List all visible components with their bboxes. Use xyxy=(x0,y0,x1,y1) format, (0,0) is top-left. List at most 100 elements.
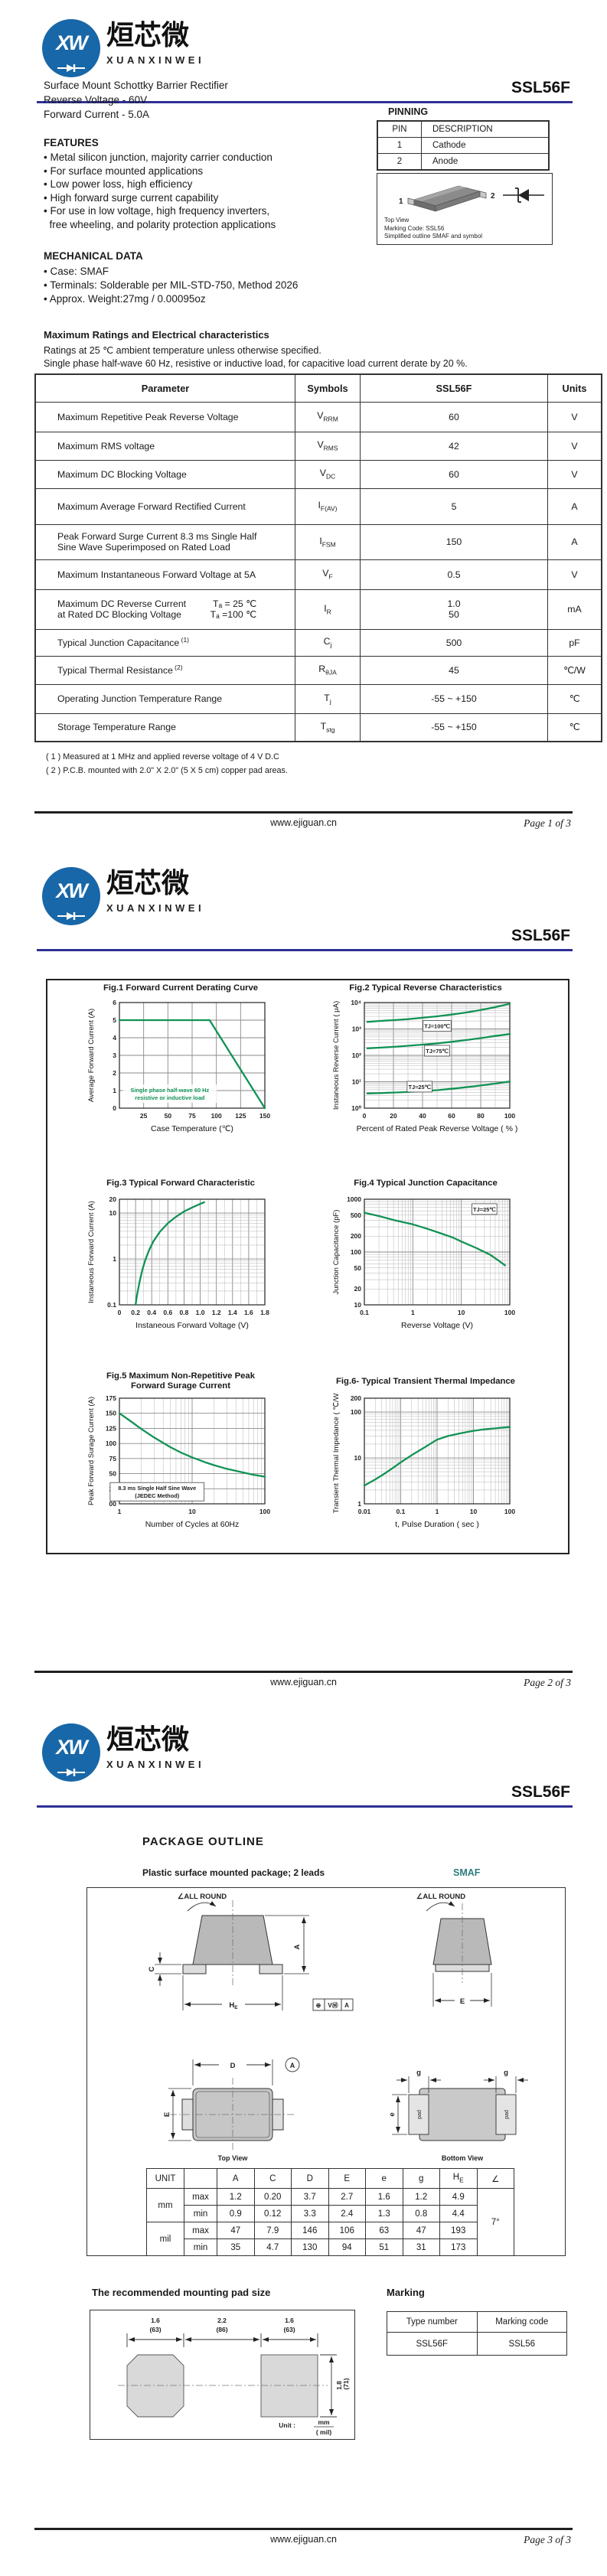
svg-text:25: 25 xyxy=(140,1112,148,1120)
package-preview: 1 2 Top View Marking Code: SSL56 Simplifie… xyxy=(377,173,553,245)
tol-cell-3: A xyxy=(344,2002,349,2009)
svg-text:1.4: 1.4 xyxy=(228,1309,237,1316)
svg-text:75: 75 xyxy=(109,1455,117,1462)
svg-text:0.1: 0.1 xyxy=(360,1309,369,1316)
svg-text:3: 3 xyxy=(113,1052,116,1059)
pinning-cell: Anode xyxy=(421,153,550,171)
dim-value: 173 xyxy=(439,2239,478,2256)
svg-text:200: 200 xyxy=(351,1394,361,1402)
ratings-notes: ( 1 ) Measured at 1 MHz and applied reve… xyxy=(46,750,288,778)
logo-diode-icon xyxy=(57,1769,85,1776)
ratings-value: 500 xyxy=(360,628,548,657)
chart-title-line: Fig.6- Typical Transient Thermal Impedan… xyxy=(336,1377,515,1386)
pad-label-2: pad xyxy=(504,2110,510,2119)
fig1-title: Fig.1 Forward Current Derating Curve xyxy=(77,983,285,993)
dim-value: 2.7 xyxy=(328,2188,366,2206)
svg-text:0.4: 0.4 xyxy=(147,1309,156,1316)
text-line: Marking Code: SSL56 xyxy=(384,224,445,232)
ratings-value: 5 xyxy=(360,487,548,525)
dim-value: 94 xyxy=(328,2239,366,2256)
svg-text:Number of Cycles at 60Hz: Number of Cycles at 60Hz xyxy=(145,1520,240,1529)
top-view-caption: Top View xyxy=(218,2154,249,2162)
dim-value: 0.9 xyxy=(217,2205,255,2222)
text-line: • For surface mounted applications xyxy=(44,165,204,177)
pad-size-heading: The recommended mounting pad size xyxy=(92,2287,271,2298)
ratings-row: Peak Forward Surge Current 8.3 ms Single… xyxy=(34,523,602,560)
ratings-value: 0.5 xyxy=(360,559,548,590)
footer-page-number: Page 2 of 3 xyxy=(524,1677,571,1688)
brand-name-cn: 烜芯微 xyxy=(106,1724,190,1756)
ratings-heading: Maximum Ratings and Electrical character… xyxy=(44,329,269,341)
ratings-value: 1.0 50 xyxy=(360,589,548,630)
marking-table: Type number Marking code SSL56F SSL56 xyxy=(387,2311,567,2356)
part-number: SSL56F xyxy=(511,927,570,944)
pinning-header: DESCRIPTION xyxy=(421,120,550,138)
text-line: Forward Current - 5.0A xyxy=(44,109,150,120)
marking-header: Marking code xyxy=(476,2311,567,2333)
svg-text:TJ=100℃: TJ=100℃ xyxy=(424,1023,450,1030)
ratings-unit: A xyxy=(547,523,602,560)
svg-text:20: 20 xyxy=(354,1285,362,1293)
brand-name-cn: 烜芯微 xyxy=(106,20,190,51)
dim-header: HE xyxy=(439,2168,478,2189)
pad-dim-right-mm: 1.6 xyxy=(285,2317,294,2324)
brand-logo: XW 烜芯微 XUANXINWEI xyxy=(42,1723,204,1782)
page2-footer: www.ejiguan.cn Page 2 of 3 xyxy=(34,1671,573,1691)
svg-text:20: 20 xyxy=(109,1195,117,1203)
svg-text:0: 0 xyxy=(118,1309,122,1316)
dim-header: UNIT xyxy=(146,2168,184,2189)
ratings-unit: V xyxy=(547,401,602,432)
fig2-title: Fig.2 Typical Reverse Characteristics xyxy=(321,983,530,993)
ratings-value: 150 xyxy=(360,523,548,560)
ratings-row: Maximum Instantaneous Forward Voltage at… xyxy=(34,559,602,590)
dim-value: 31 xyxy=(402,2239,440,2256)
chart-title-line: Forward Surage Current xyxy=(131,1381,230,1391)
footer-rule xyxy=(34,1671,573,1673)
dim-value: 146 xyxy=(291,2222,329,2239)
svg-text:5: 5 xyxy=(113,1016,116,1024)
ratings-symbol: VRRM xyxy=(295,401,361,432)
page3-footer: www.ejiguan.cn Page 3 of 3 xyxy=(34,2528,573,2548)
dim-angle-value: 7° xyxy=(476,2188,514,2256)
svg-text:10: 10 xyxy=(354,1301,362,1309)
fig6-chart: 0.01 0.1 1 10 100 1 10 100 200 t, Pulse Duration … xyxy=(331,1389,521,1538)
dim-c-label: C xyxy=(148,1966,156,1971)
fig2-plot: 0 20 40 60 80 100 10⁰ 10¹ 10² 10³ 10⁴ TJ=100℃ TJ=75℃… xyxy=(332,999,517,1133)
fig3-title: Fig.3 Typical Forward Characteristic xyxy=(77,1179,285,1189)
header-rule xyxy=(37,1805,573,1808)
ratings-value: 60 xyxy=(360,459,548,489)
svg-text:10: 10 xyxy=(354,1454,362,1462)
ratings-symbol: IR xyxy=(295,589,361,630)
dim-header: D xyxy=(291,2168,329,2189)
text-line: • Low power loss, high efficiency xyxy=(44,178,193,191)
marking-header: Type number xyxy=(387,2311,478,2333)
dim-row: mil max 47 7.9 146 106 63 47 193 xyxy=(146,2222,514,2256)
text-line: ( 2 ) P.C.B. mounted with 2.0" X 2.0" (5… xyxy=(46,766,288,775)
svg-text:10³: 10³ xyxy=(352,1026,361,1033)
footer-site: www.ejiguan.cn xyxy=(270,2534,337,2545)
outline-drawing-box: ∠ALL ROUND ∠ALL ROUND A C HE E D A E g g… xyxy=(86,1887,566,2256)
chart-title-line: Fig.2 Typical Reverse Characteristics xyxy=(349,983,502,993)
brand-logo-icon: XW xyxy=(42,19,100,77)
ratings-unit: V xyxy=(547,459,602,489)
svg-text:100: 100 xyxy=(351,1248,361,1256)
page2-header: XW 烜芯微 XUANXINWEI SSL56F xyxy=(0,867,607,951)
pinning-cell: Cathode xyxy=(421,137,550,154)
brand-name-en: XUANXINWEI xyxy=(106,902,205,914)
svg-text:0.01: 0.01 xyxy=(358,1508,371,1515)
dim-header: C xyxy=(253,2168,292,2189)
outline-subheading: Plastic surface mounted package; 2 leads xyxy=(142,1867,325,1878)
fig5-title: Fig.5 Maximum Non-Repetitive Peak Forward… xyxy=(77,1371,285,1391)
mounting-pad-box: 1.6 (63) 2.2 (86) 1.6 (63) 1.8 (71) Unit… xyxy=(90,2310,355,2440)
brand-logo-icon: XW xyxy=(42,1723,100,1782)
logo-monogram: XW xyxy=(56,879,88,902)
fig5-chart: 110100002550751001251501758.3 ms Single … xyxy=(86,1393,276,1538)
brand-name-en: XUANXINWEI xyxy=(106,1759,205,1770)
footer-page-number: Page 3 of 3 xyxy=(524,2534,571,2545)
header-rule xyxy=(37,949,573,951)
ratings-row: Operating Junction Temperature Range Tj -5… xyxy=(34,683,602,714)
svg-text:10: 10 xyxy=(109,1209,117,1217)
dim-value: 63 xyxy=(365,2222,403,2239)
ratings-row: Maximum DC Blocking Voltage VDC 60 V xyxy=(34,459,602,489)
